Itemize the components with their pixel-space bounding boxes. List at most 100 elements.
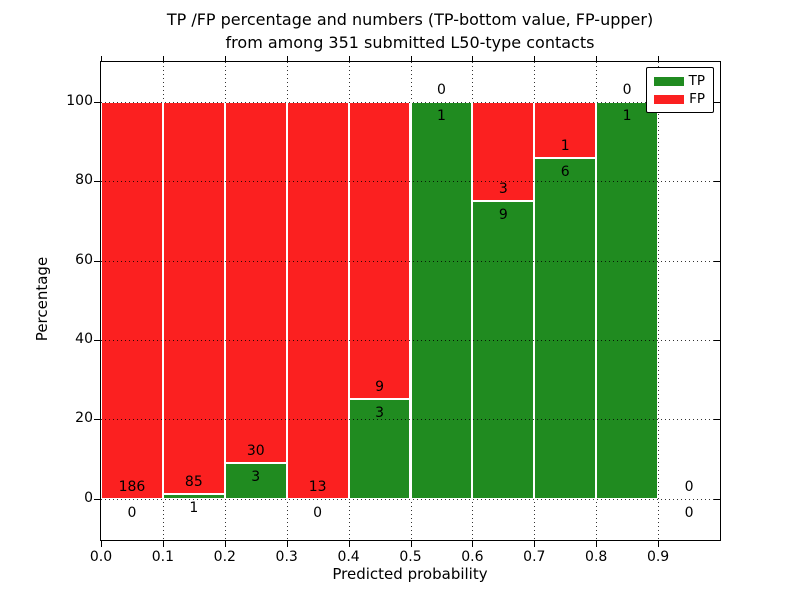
tp-count-label: 0	[313, 504, 323, 521]
y-tick-right	[714, 339, 720, 341]
tp-bar-segment	[162, 494, 225, 499]
x-tick-label: 0.9	[646, 549, 670, 565]
tp-bar-segment	[224, 462, 287, 499]
y-tick	[94, 498, 100, 500]
tp-count-label: 6	[560, 164, 570, 181]
tp-count-label: 0	[127, 504, 137, 521]
tp-bar-segment	[596, 101, 659, 499]
x-tick-top	[286, 56, 288, 61]
x-tick	[596, 541, 598, 547]
y-tick-label: 80	[75, 172, 93, 189]
horizontal-gridline	[101, 260, 720, 262]
y-tick-right	[714, 419, 720, 421]
y-tick-right	[714, 181, 720, 183]
tp-bar-segment	[410, 101, 473, 499]
x-tick	[162, 541, 164, 547]
y-tick-label: 60	[75, 251, 93, 268]
x-tick-top	[534, 56, 536, 61]
x-tick-top	[224, 56, 226, 61]
x-tick	[286, 541, 288, 547]
x-tick	[534, 541, 536, 547]
y-tick	[94, 339, 100, 341]
tp-count-label: 9	[498, 206, 508, 223]
vertical-gridline	[658, 62, 660, 540]
tp-legend-label: TP	[688, 73, 705, 89]
x-tick	[101, 541, 102, 547]
tp-count-label: 3	[251, 468, 261, 485]
x-tick-label: 0.5	[399, 549, 422, 565]
legend: TP FP	[646, 67, 714, 113]
x-tick	[224, 541, 226, 547]
chart-title: TP /FP percentage and numbers (TP-bottom…	[167, 8, 653, 54]
x-tick-label: 0.0	[89, 549, 113, 565]
fp-count-label: 13	[308, 478, 327, 495]
tp-count-label: 1	[622, 107, 632, 124]
fp-bar-segment	[224, 101, 287, 463]
y-axis-title: Percentage	[33, 256, 51, 342]
fp-count-label: 1	[560, 138, 570, 155]
x-tick-top	[162, 56, 164, 61]
y-tick-label: 40	[75, 330, 93, 347]
fp-bar-segment	[472, 101, 535, 201]
x-tick-top	[472, 56, 474, 61]
fp-count-label: 0	[684, 478, 694, 495]
tp-count-label: 3	[375, 405, 385, 422]
x-tick-label: 0.6	[461, 549, 484, 565]
x-tick-label: 0.4	[337, 549, 360, 565]
y-tick-right	[714, 498, 720, 500]
y-tick-label: 20	[75, 410, 93, 427]
plot-area: 186 0 85 1 30 3 13 0 9 3 0 1 3 9 1 6 0 1 0 0 0.0 0.1 0.2 0.3 0.4…	[66, 56, 721, 565]
fp-count-label: 0	[622, 81, 632, 98]
fp-count-label: 186	[118, 478, 146, 495]
x-tick-top	[658, 56, 660, 61]
tp-count-label: 1	[436, 107, 446, 124]
legend-row-tp: TP	[647, 74, 713, 88]
horizontal-gridline	[101, 339, 720, 341]
tp-bar-segment	[348, 399, 411, 499]
x-tick	[410, 541, 412, 547]
x-axis-title: Predicted probability	[332, 565, 488, 583]
x-tick-label: 0.8	[585, 549, 608, 565]
fp-bar-segment	[162, 101, 225, 495]
x-tick	[472, 541, 474, 547]
chart-title-line2: from among 351 submitted L50-type contac…	[225, 33, 595, 52]
fp-bar-segment	[286, 101, 349, 499]
y-tick	[94, 181, 100, 183]
fp-legend-swatch	[654, 94, 684, 104]
fp-bar-segment	[101, 101, 163, 499]
horizontal-gridline	[101, 181, 720, 183]
fp-count-label: 3	[498, 180, 508, 197]
y-tick-label: 100	[66, 92, 93, 109]
y-tick	[94, 419, 100, 421]
x-tick-label: 0.1	[151, 549, 175, 565]
x-tick-top	[101, 56, 102, 61]
y-tick-right	[714, 101, 720, 103]
x-tick	[658, 541, 660, 547]
horizontal-gridline	[101, 498, 720, 500]
horizontal-gridline	[101, 101, 720, 103]
tp-bar-segment	[534, 158, 597, 499]
x-tick-top	[410, 56, 412, 61]
x-tick	[348, 541, 350, 547]
x-tick-label: 0.7	[523, 549, 546, 565]
x-tick-top	[348, 56, 350, 61]
y-tick	[94, 101, 100, 103]
y-tick	[94, 260, 100, 262]
x-tick-label: 0.2	[213, 549, 236, 565]
fp-count-label: 0	[436, 81, 446, 98]
chart-title-line1: TP /FP percentage and numbers (TP-bottom…	[166, 10, 654, 29]
fp-count-label: 85	[184, 474, 203, 491]
y-tick-label: 0	[84, 489, 93, 506]
fp-bar-segment	[534, 101, 597, 159]
x-tick-top	[596, 56, 598, 61]
fp-bar-segment	[348, 101, 411, 400]
fp-count-label: 30	[246, 442, 265, 459]
tp-bar-segment	[472, 200, 535, 499]
legend-row-fp: FP	[647, 92, 713, 106]
tp-count-label: 0	[684, 504, 694, 521]
tp-legend-swatch	[654, 76, 684, 86]
fp-count-label: 9	[375, 379, 385, 396]
horizontal-gridline	[101, 419, 720, 421]
tp-count-label: 1	[189, 500, 199, 517]
